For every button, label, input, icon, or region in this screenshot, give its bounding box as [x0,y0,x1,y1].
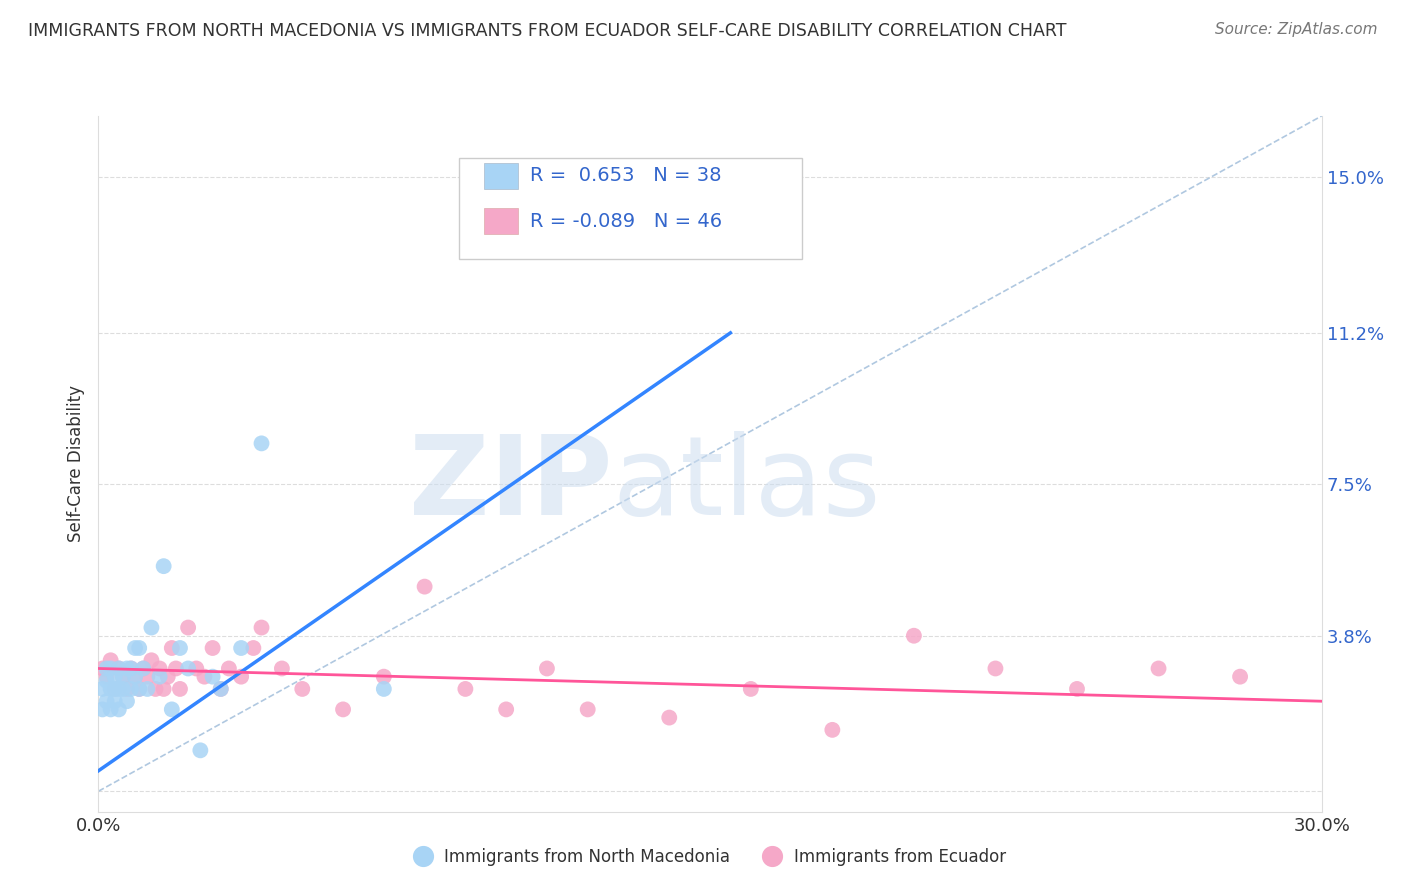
Point [373,670,395,684]
Point [96,661,118,675]
Text: Source: ZipAtlas.com: Source: ZipAtlas.com [1215,22,1378,37]
Point [193,670,215,684]
Text: R = -0.089   N = 46: R = -0.089 N = 46 [530,211,723,230]
Point [454,681,477,696]
Point [373,681,395,696]
Point [250,621,273,635]
Point [1229,670,1251,684]
Legend: Immigrants from North Macedonia, Immigrants from Ecuador: Immigrants from North Macedonia, Immigra… [408,841,1012,873]
Point [231,640,253,655]
Point [132,661,155,675]
Point [100,661,122,675]
Point [115,694,138,708]
Point [177,621,200,635]
Point [188,743,212,757]
Point [104,670,127,684]
Text: R =  0.653   N = 38: R = 0.653 N = 38 [530,166,721,185]
Point [104,681,127,696]
Point [100,681,122,696]
Point [136,670,159,684]
Point [821,723,844,737]
Point [111,681,134,696]
Point [291,681,314,696]
Point [740,681,762,696]
Point [96,673,118,688]
Point [165,661,187,675]
Point [152,681,174,696]
Point [91,661,114,675]
FancyBboxPatch shape [460,158,801,259]
Point [156,670,179,684]
Point [128,681,150,696]
Point [201,640,224,655]
Point [984,661,1007,675]
Point [108,681,131,696]
Point [104,681,127,696]
Point [177,661,200,675]
Point [111,670,134,684]
Point [495,702,517,716]
Text: ZIP: ZIP [409,431,612,538]
Point [145,681,167,696]
Point [903,629,925,643]
Point [152,559,174,574]
Point [124,640,146,655]
Point [132,661,155,675]
Point [120,681,142,696]
Point [332,702,354,716]
Point [149,670,172,684]
Point [160,702,183,716]
Point [658,710,681,724]
Point [209,681,232,696]
Point [270,661,294,675]
Point [108,661,131,675]
Point [128,681,150,696]
Point [100,702,122,716]
Text: IMMIGRANTS FROM NORTH MACEDONIA VS IMMIGRANTS FROM ECUADOR SELF-CARE DISABILITY : IMMIGRANTS FROM NORTH MACEDONIA VS IMMIG… [28,22,1067,40]
Y-axis label: Self-Care Disability: Self-Care Disability [66,385,84,542]
Point [124,670,146,684]
Point [100,653,122,667]
Point [413,580,436,594]
Point [141,621,163,635]
Point [115,681,138,696]
Point [91,702,114,716]
Point [96,670,118,684]
Point [120,661,142,675]
Point [96,694,118,708]
Point [536,661,558,675]
Point [231,670,253,684]
Point [141,653,163,667]
Point [128,640,150,655]
Point [120,661,142,675]
Point [576,702,599,716]
Point [169,681,191,696]
Point [218,661,240,675]
Point [124,670,146,684]
Point [186,661,208,675]
FancyBboxPatch shape [484,162,517,189]
Point [242,640,264,655]
Point [108,661,131,675]
Point [1147,661,1170,675]
Point [160,640,183,655]
Point [108,702,131,716]
Point [91,681,114,696]
FancyBboxPatch shape [484,208,517,235]
Point [111,670,134,684]
Point [209,681,232,696]
Point [201,670,224,684]
Point [169,640,191,655]
Text: atlas: atlas [612,431,880,538]
Point [149,661,172,675]
Point [115,661,138,675]
Point [104,694,127,708]
Point [1066,681,1088,696]
Point [136,681,159,696]
Point [250,436,273,450]
